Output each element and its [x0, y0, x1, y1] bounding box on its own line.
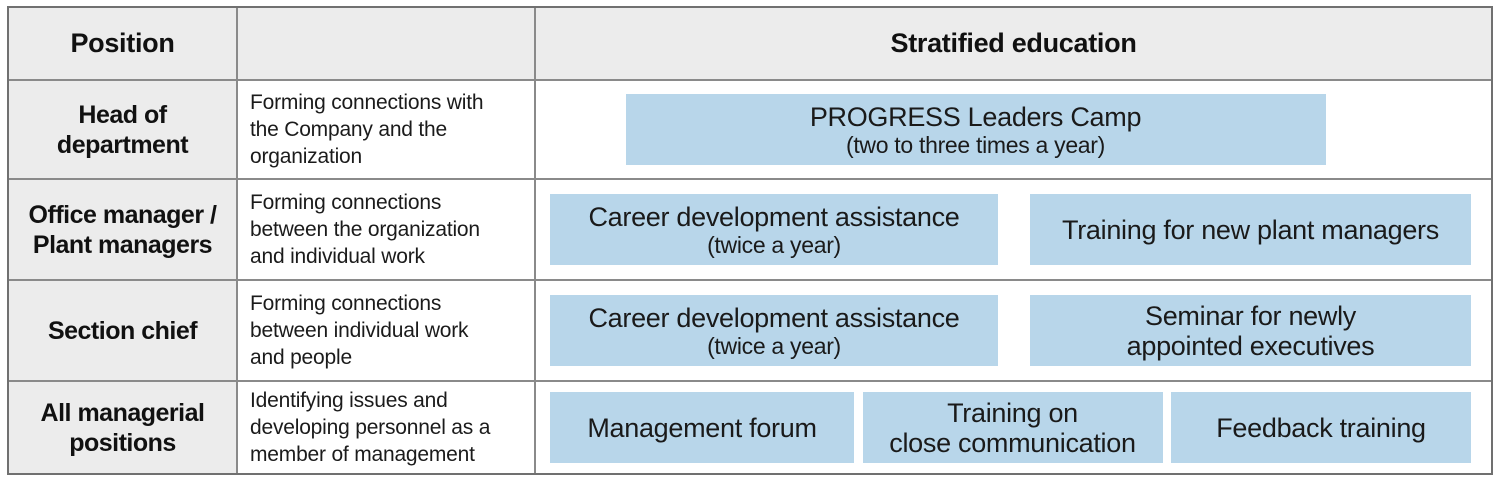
course-box: Training for new plant managers	[1030, 194, 1471, 265]
education-cell: Management forum Training on close commu…	[536, 382, 1491, 473]
course-title: PROGRESS Leaders Camp	[809, 101, 1142, 132]
course-title: Career development assistance	[588, 201, 960, 232]
education-cell: Career development assistance (twice a y…	[536, 180, 1491, 281]
position-cell: Office manager / Plant managers	[9, 180, 238, 281]
description-cell: Forming connections between the organiza…	[238, 180, 536, 281]
course-box: Management forum	[550, 392, 854, 463]
education-cell: PROGRESS Leaders Camp (two to three time…	[536, 81, 1491, 180]
course-title: Feedback training	[1216, 412, 1426, 443]
description-cell: Identifying issues and developing person…	[238, 382, 536, 473]
course-box: Career development assistance (twice a y…	[550, 194, 998, 265]
course-box: Training on close communication	[862, 392, 1163, 463]
course-box: PROGRESS Leaders Camp (two to three time…	[625, 94, 1326, 165]
position-header-cell: Position	[9, 8, 238, 81]
course-subtitle: (twice a year)	[707, 332, 841, 359]
position-cell: Head of department	[9, 81, 238, 180]
description-cell: Forming connections between individual w…	[238, 281, 536, 382]
description-cell: Forming connections with the Company and…	[238, 81, 536, 180]
education-header-cell: Stratified education	[536, 8, 1491, 81]
course-box: Seminar for newly appointed executives	[1030, 295, 1471, 366]
course-box: Career development assistance (twice a y…	[550, 295, 998, 366]
course-subtitle: (two to three times a year)	[845, 131, 1106, 158]
course-title: Career development assistance	[588, 302, 960, 333]
course-subtitle: (twice a year)	[707, 231, 841, 258]
education-cell: Career development assistance (twice a y…	[536, 281, 1491, 382]
position-cell: All managerial positions	[9, 382, 238, 473]
position-cell: Section chief	[9, 281, 238, 382]
stratified-education-table: Position Stratified education Head of de…	[7, 6, 1493, 475]
spacer-header-cell	[238, 8, 536, 81]
course-title: Management forum	[587, 412, 817, 443]
course-box: Feedback training	[1171, 392, 1471, 463]
course-title: Training for new plant managers	[1062, 214, 1439, 245]
course-title: Training on close communication	[889, 397, 1136, 458]
course-title: Seminar for newly appointed executives	[1126, 300, 1375, 361]
